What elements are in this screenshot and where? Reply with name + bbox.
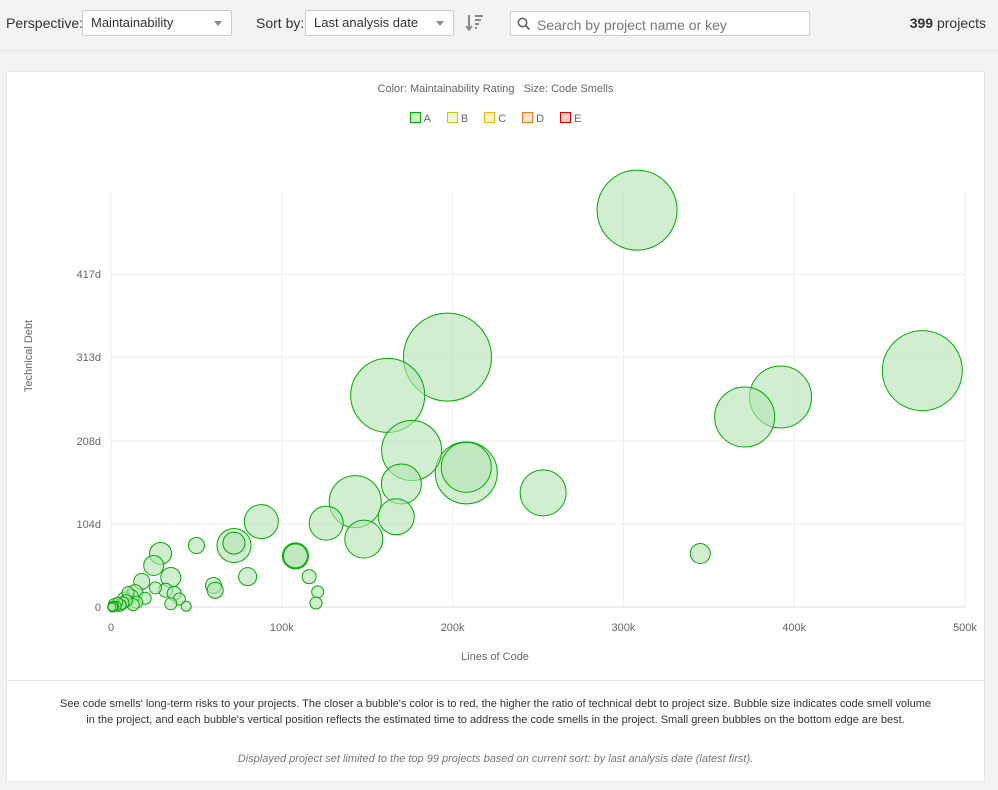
perspective-label: Perspective: [6,15,84,31]
project-bubble[interactable] [148,581,162,595]
project-bubble[interactable] [143,554,165,576]
project-bubble[interactable] [301,569,317,585]
y-tick-label: 208d [77,436,101,448]
bubble-chart-panel: Color: Maintainability Rating Size: Code… [6,71,985,782]
search-box[interactable] [510,11,810,36]
project-bubble[interactable] [377,498,415,536]
sort-label: Sort by: [256,15,305,31]
project-bubble[interactable] [344,519,384,559]
x-tick-label: 100k [270,622,294,634]
y-tick-label: 313d [77,352,101,364]
project-bubble[interactable] [309,596,323,610]
project-bubble[interactable] [164,597,178,611]
sort-select[interactable]: Last analysis date [305,10,454,36]
project-bubble[interactable] [282,543,308,569]
legend-swatch [409,112,421,123]
x-tick-label: 200k [441,622,465,634]
color-metric-label: Color: Maintainability Rating [377,83,515,95]
x-axis-label: Lines of Code [461,651,529,663]
project-count-number: 399 [909,15,934,31]
divider [7,680,984,681]
project-bubble[interactable] [714,386,776,448]
legend-label: B [460,113,469,125]
project-bubble[interactable] [187,537,205,555]
project-count-suffix: projects [936,15,986,31]
project-bubble[interactable] [596,169,678,251]
sort-value: Last analysis date [314,15,419,30]
search-input[interactable] [535,14,807,35]
y-tick-label: 417d [77,269,101,281]
legend-item-b[interactable]: B [446,112,469,125]
project-bubble[interactable] [308,505,344,541]
legend-item-e[interactable]: E [560,112,581,125]
legend-swatch [446,112,458,123]
project-bubble[interactable] [519,469,567,517]
chevron-down-icon [436,21,444,26]
legend-swatch [560,112,572,123]
project-bubble[interactable] [311,585,325,599]
perspective-value: Maintainability [91,15,174,30]
project-bubble[interactable] [243,504,279,540]
search-icon [517,17,531,31]
size-metric-label: Size: Code Smells [523,83,614,95]
y-axis-label: Technical Debt [23,320,35,392]
project-bubble[interactable] [402,312,492,402]
legend-label: A [423,113,431,125]
project-bubble[interactable] [689,543,711,565]
legend-label: E [574,113,582,125]
project-bubble[interactable] [180,600,192,612]
chart-legend: A B C D E [7,112,984,125]
legend-swatch [522,112,534,123]
x-tick-label: 300k [611,622,635,634]
project-count: 399 projects [910,15,986,31]
x-tick-label: 0 [108,622,114,634]
project-bubble[interactable] [440,441,492,493]
project-bubble[interactable] [380,463,422,505]
chart-description: See code smells' long-term risks to your… [60,698,931,726]
legend-item-c[interactable]: C [484,112,506,125]
chart-metrics: Color: Maintainability Rating Size: Code… [7,83,984,95]
legend-item-a[interactable]: A [409,112,431,125]
chevron-down-icon [214,21,222,26]
x-tick-label: 400k [782,622,806,634]
perspective-select[interactable]: Maintainability [82,10,232,36]
legend-item-d[interactable]: D [522,112,544,125]
y-tick-label: 0 [95,602,101,614]
project-bubble[interactable] [206,581,224,599]
project-bubble[interactable] [222,531,246,555]
sort-order-icon[interactable] [465,12,485,34]
limit-note: Displayed project set limited to the top… [237,753,754,765]
bubble-chart: 0 100k 200k 300k 400k 500k 0 104d 208d 313d 417d Li… [23,169,977,663]
legend-label: C [498,113,507,125]
legend-swatch [484,112,496,123]
x-tick-label: 500k [953,622,977,634]
project-bubble[interactable] [881,330,963,412]
toolbar: Perspective: Maintainability Sort by: La… [0,0,998,51]
legend-label: D [536,113,545,125]
project-bubble[interactable] [238,567,258,587]
y-tick-label: 104d [77,519,101,531]
project-bubble[interactable] [107,602,117,612]
